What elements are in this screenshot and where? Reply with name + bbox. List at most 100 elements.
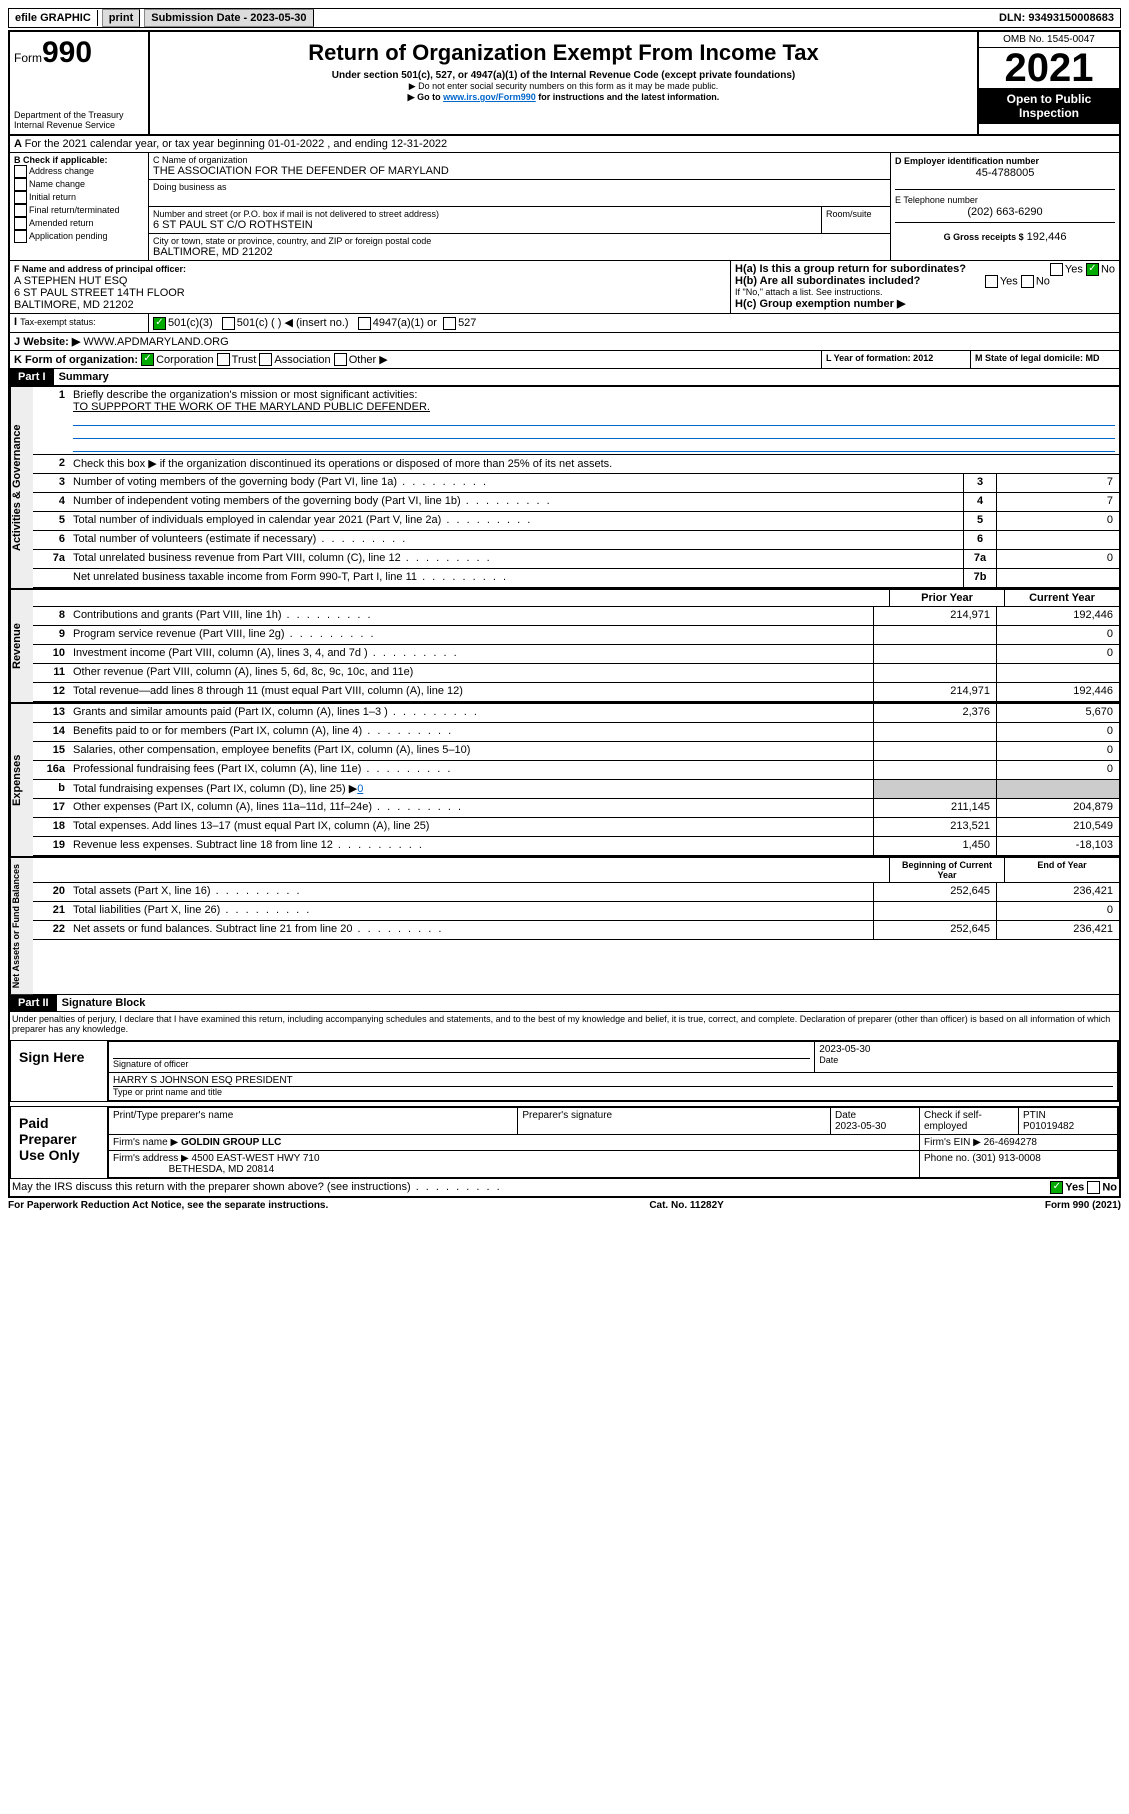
street: 6 ST PAUL ST C/O ROTHSTEIN bbox=[153, 219, 817, 231]
form-footer: Form 990 (2021) bbox=[1045, 1200, 1121, 1211]
p20: 252,645 bbox=[873, 883, 996, 901]
sign-date: 2023-05-30 bbox=[819, 1044, 1113, 1055]
netassets-label: Net Assets or Fund Balances bbox=[10, 858, 33, 994]
c12: 192,446 bbox=[996, 683, 1119, 701]
c19: -18,103 bbox=[996, 837, 1119, 855]
form-org: K Form of organization: Corporation Trus… bbox=[10, 351, 822, 369]
boy: Beginning of Current Year bbox=[889, 858, 1004, 882]
discuss-question: May the IRS discuss this return with the… bbox=[12, 1181, 1050, 1194]
form-subtitle: Under section 501(c), 527, or 4947(a)(1)… bbox=[154, 70, 973, 81]
signer-name: HARRY S JOHNSON ESQ PRESIDENT bbox=[113, 1075, 1113, 1087]
mission: TO SUPPPORT THE WORK OF THE MARYLAND PUB… bbox=[73, 401, 430, 413]
l20: Total assets (Part X, line 16) bbox=[69, 883, 873, 901]
cat-no: Cat. No. 11282Y bbox=[649, 1200, 723, 1211]
inspection-badge: Open to Public Inspection bbox=[979, 88, 1119, 124]
phone-value: (202) 663-6290 bbox=[895, 206, 1115, 218]
gross-value: 192,446 bbox=[1027, 231, 1067, 243]
city: BALTIMORE, MD 21202 bbox=[153, 246, 886, 258]
declaration: Under penalties of perjury, I declare th… bbox=[10, 1012, 1119, 1036]
submission-date-button[interactable]: Submission Date - 2023-05-30 bbox=[144, 9, 313, 27]
sig-officer-label: Signature of officer bbox=[113, 1059, 188, 1069]
c20: 236,421 bbox=[996, 883, 1119, 901]
irs-link[interactable]: www.irs.gov/Form990 bbox=[443, 92, 536, 102]
ptin-label: PTIN bbox=[1023, 1110, 1046, 1121]
city-label: City or town, state or province, country… bbox=[153, 236, 886, 246]
firm-ein-label: Firm's EIN ▶ bbox=[924, 1137, 981, 1148]
firm-addr2: BETHESDA, MD 20814 bbox=[169, 1164, 275, 1175]
c22: 236,421 bbox=[996, 921, 1119, 939]
l12: Total revenue—add lines 8 through 11 (mu… bbox=[69, 683, 873, 701]
p22: 252,645 bbox=[873, 921, 996, 939]
prep-name-label: Print/Type preparer's name bbox=[109, 1108, 518, 1135]
prior-year: Prior Year bbox=[889, 590, 1004, 606]
efile-label: efile GRAPHIC bbox=[9, 10, 98, 26]
l4: Number of independent voting members of … bbox=[69, 493, 963, 511]
c14: 0 bbox=[996, 723, 1119, 741]
part2-header: Part II bbox=[10, 995, 57, 1011]
l3: Number of voting members of the governin… bbox=[69, 474, 963, 492]
ssn-note: ▶ Do not enter social security numbers o… bbox=[154, 81, 973, 92]
l16a: Professional fundraising fees (Part IX, … bbox=[69, 761, 873, 779]
prep-sig-label: Preparer's signature bbox=[518, 1108, 831, 1135]
p21 bbox=[873, 902, 996, 920]
tax-year: 2021 bbox=[979, 48, 1119, 88]
firm-name-label: Firm's name ▶ bbox=[113, 1137, 178, 1148]
eoy: End of Year bbox=[1004, 858, 1119, 882]
website-label: Website: ▶ bbox=[23, 336, 80, 348]
c21: 0 bbox=[996, 902, 1119, 920]
h-c: H(c) Group exemption number ▶ bbox=[735, 297, 1115, 310]
dln-label: DLN: 93493150008683 bbox=[993, 10, 1120, 26]
current-year: Current Year bbox=[1004, 590, 1119, 606]
l5: Total number of individuals employed in … bbox=[69, 512, 963, 530]
firm-addr1: 4500 EAST-WEST HWY 710 bbox=[192, 1153, 320, 1164]
l19: Revenue less expenses. Subtract line 18 … bbox=[69, 837, 873, 855]
c17: 204,879 bbox=[996, 799, 1119, 817]
part1-title: Summary bbox=[57, 369, 111, 385]
org-name: THE ASSOCIATION FOR THE DEFENDER OF MARY… bbox=[153, 165, 886, 177]
c10: 0 bbox=[996, 645, 1119, 663]
activities-label: Activities & Governance bbox=[10, 387, 33, 588]
ptin: P01019482 bbox=[1023, 1121, 1074, 1132]
gross-label: G Gross receipts $ bbox=[944, 232, 1024, 242]
goto-note: ▶ Go to www.irs.gov/Form990 for instruct… bbox=[154, 92, 973, 103]
irs-label: Internal Revenue Service bbox=[14, 120, 144, 130]
firm-phone-label: Phone no. bbox=[924, 1153, 970, 1164]
phone-label: E Telephone number bbox=[895, 195, 978, 205]
top-toolbar: efile GRAPHIC print Submission Date - 20… bbox=[8, 8, 1121, 28]
v5: 0 bbox=[996, 512, 1119, 530]
l7b: Net unrelated business taxable income fr… bbox=[69, 569, 963, 587]
section-b: B Check if applicable: Address change Na… bbox=[10, 153, 149, 260]
l9: Program service revenue (Part VIII, line… bbox=[69, 626, 873, 644]
dba-label: Doing business as bbox=[153, 182, 886, 192]
p8: 214,971 bbox=[873, 607, 996, 625]
p11 bbox=[873, 664, 996, 682]
l2: Check this box ▶ if the organization dis… bbox=[69, 455, 1119, 473]
firm-phone: (301) 913-0008 bbox=[972, 1153, 1040, 1164]
print-button[interactable]: print bbox=[102, 9, 140, 27]
officer-name: A STEPHEN HUT ESQ bbox=[14, 275, 128, 287]
officer-label: F Name and address of principal officer: bbox=[14, 264, 186, 274]
room-label: Room/suite bbox=[822, 207, 890, 233]
firm-name: GOLDIN GROUP LLC bbox=[181, 1137, 281, 1148]
ein-value: 45-4788005 bbox=[895, 167, 1115, 179]
form-number: Form990 bbox=[14, 36, 144, 70]
c8: 192,446 bbox=[996, 607, 1119, 625]
p15 bbox=[873, 742, 996, 760]
part1-header: Part I bbox=[10, 369, 54, 385]
firm-ein: 26-4694278 bbox=[984, 1137, 1037, 1148]
p16a bbox=[873, 761, 996, 779]
tax-status-label: Tax-exempt status: bbox=[20, 317, 96, 327]
l8: Contributions and grants (Part VIII, lin… bbox=[69, 607, 873, 625]
tax-status-opts: 501(c)(3) 501(c) ( ) ◀ (insert no.) 4947… bbox=[149, 314, 1119, 332]
signer-name-label: Type or print name and title bbox=[113, 1087, 222, 1097]
p18: 213,521 bbox=[873, 818, 996, 836]
l17: Other expenses (Part IX, column (A), lin… bbox=[69, 799, 873, 817]
year-formation: L Year of formation: 2012 bbox=[822, 351, 971, 369]
c13: 5,670 bbox=[996, 704, 1119, 722]
firm-addr-label: Firm's address ▶ bbox=[113, 1153, 189, 1164]
v7b bbox=[996, 569, 1119, 587]
officer-addr1: 6 ST PAUL STREET 14TH FLOOR bbox=[14, 287, 185, 299]
state-domicile: M State of legal domicile: MD bbox=[971, 351, 1119, 369]
prep-date: 2023-05-30 bbox=[835, 1121, 886, 1132]
paid-preparer-label: Paid Preparer Use Only bbox=[11, 1107, 108, 1178]
